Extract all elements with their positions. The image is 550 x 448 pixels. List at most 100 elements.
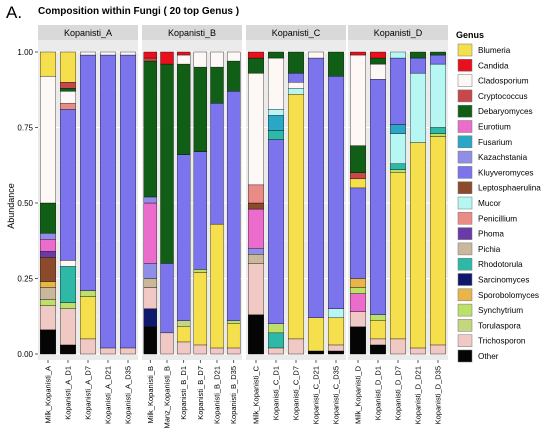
bar-segment-kluyveromyces [226,91,241,321]
bar-segment-pichia [143,278,158,288]
bar-milk-kopanisti-b [143,51,158,355]
bar-segment-cladosporium [248,72,264,186]
legend-item-sporobolomyces: Sporobolomyces [457,288,539,302]
bar-segment-mucor [268,109,284,116]
bar-segment-kluyveromyces [350,187,366,279]
y-axis-label: Abundance [6,183,16,229]
legend-label: Cladosporium [478,77,529,86]
bar-kopanisti-a-d1 [60,51,76,355]
bar-segment-cladosporium [350,54,366,146]
legend-label: Penicillium [478,214,517,223]
x-tick-label: Kopanisti_B_D1 [179,366,188,420]
panel-letter: A. [6,3,22,22]
legend-label: Other [478,352,499,361]
bar-segment-cladosporium [80,51,96,56]
bar-segment-cryptococcus [60,82,76,89]
bar-segment-pichia [248,254,264,264]
bar-segment-trichosporon [210,347,224,355]
bar-segment-cladosporium [210,51,224,68]
bar-kopanisti-a-d21 [100,51,116,355]
x-tick-label: Milk_Kopanisti_D [354,365,363,424]
bar-segment-trichosporon [370,338,386,346]
bar-segment-trichosporon [248,263,264,315]
bar-segment-synchytrium [60,302,76,309]
bar-segment-kluyveromyces [308,57,324,318]
bar-segment-cladosporium [193,51,208,68]
bar-segment-trichosporon [268,347,284,355]
legend-label: Fusarium [478,138,512,147]
bar-segment-candida [160,51,174,65]
bar-segment-blumeria [193,272,208,346]
bar-segment-kluyveromyces [390,57,406,125]
bar-segment-blumeria [390,172,406,340]
legend-swatch [457,273,473,286]
facet-strip [348,25,448,40]
bar-segment-cladosporium [176,54,191,65]
bar-segment-trichosporon [60,308,76,346]
bar-segment-trichosporon [226,347,241,355]
bar-segment-cladosporium [308,51,324,59]
bar-segment-debaryomyces [160,63,174,264]
bar-segment-blumeria [370,320,386,340]
bar-segment-blumeria [350,178,366,189]
bar-segment-kluyveromyces [268,139,284,324]
bar-segment-cladosporium [100,51,116,56]
bar-segment-other [370,344,386,355]
x-tick-label: Kopanisti_D_D7 [394,366,403,420]
legend-label: Sporobolomyces [478,291,539,300]
legend-item-cryptococcus: Cryptococcus [457,89,528,103]
bar-segment-eurotium [248,208,264,249]
bar-segment-debaryomyces [288,51,304,74]
legend-item-other: Other [457,349,499,363]
facet-kopanisti-b: Kopanisti_B Milk_Kopanisti_B Manz_Kopanist… [142,25,242,429]
bar-segment-debaryomyces [210,66,224,104]
bar-segment-kluyveromyces [370,79,386,315]
x-tick-label: Kopanisti_A_D1 [64,366,73,420]
bar-segment-trichosporon [160,332,174,355]
bar-segment-sporobolomyces [40,281,56,288]
bar-segment-mucor [328,308,344,318]
bar-segment-other [248,314,264,355]
legend-swatch [457,181,473,194]
bar-kopanisti-b-d1 [176,51,191,355]
bar-segment-cryptococcus [350,172,366,180]
x-tick-label: Kopanisti_B_D35 [229,366,238,424]
legend-swatch [457,166,473,179]
bar-segment-trichosporon [80,338,96,355]
bar-segment-cladosporium [288,82,304,89]
bar-segment-kazachstania [143,196,158,204]
facet-strip-label: Kopanisti_D [374,28,423,38]
legend-item-phoma: Phoma [457,227,504,240]
legend-label: Kazachstania [478,153,528,162]
bar-segment-rhodotorula [390,163,406,170]
bar-segment-eurotium [350,293,366,312]
facet-strip [246,25,346,40]
legend-label: Torulaspora [478,321,521,330]
bar-segment-kazachstania [40,233,56,240]
bar-segment-sarcinomyces [143,308,158,327]
bar-segment-sporobolomyces [350,278,366,288]
bar-segment-cladosporium [60,260,76,267]
x-tick-label: Kopanisti_A_D35 [124,366,133,424]
bar-segment-debaryomyces [193,66,208,152]
bar-segment-cladosporium [120,51,136,56]
legend: Genus Blumeria Candida Cladosporium Cryptoc… [456,30,541,363]
bar-segment-trichosporon [350,311,366,327]
bar-kopanisti-c-d35 [328,51,344,355]
bar-segment-blumeria [40,51,56,77]
bar-segment-blumeria [410,142,426,349]
bar-segment-other [350,326,366,355]
legend-swatch [457,349,473,363]
legend-swatch [457,257,473,271]
bar-segment-debaryomyces [60,88,76,92]
x-tick-label: Kopanisti_A_D21 [104,366,113,424]
legend-item-blumeria: Blumeria [457,43,511,57]
facet-panels: Kopanisti_A Milk_Kopanisti_A Kopanisti_A_D… [38,25,448,429]
bar-segment-debaryomyces [226,60,241,92]
bar-segment-candida [370,51,386,59]
bar-segment-synchytrium [268,323,284,334]
x-tick-label: Kopanisti_D_D1 [374,366,383,420]
legend-swatch [457,196,473,210]
bar-segment-rhodotorula [268,130,284,140]
x-tick-label: Kopanisti_A_D7 [84,366,93,420]
